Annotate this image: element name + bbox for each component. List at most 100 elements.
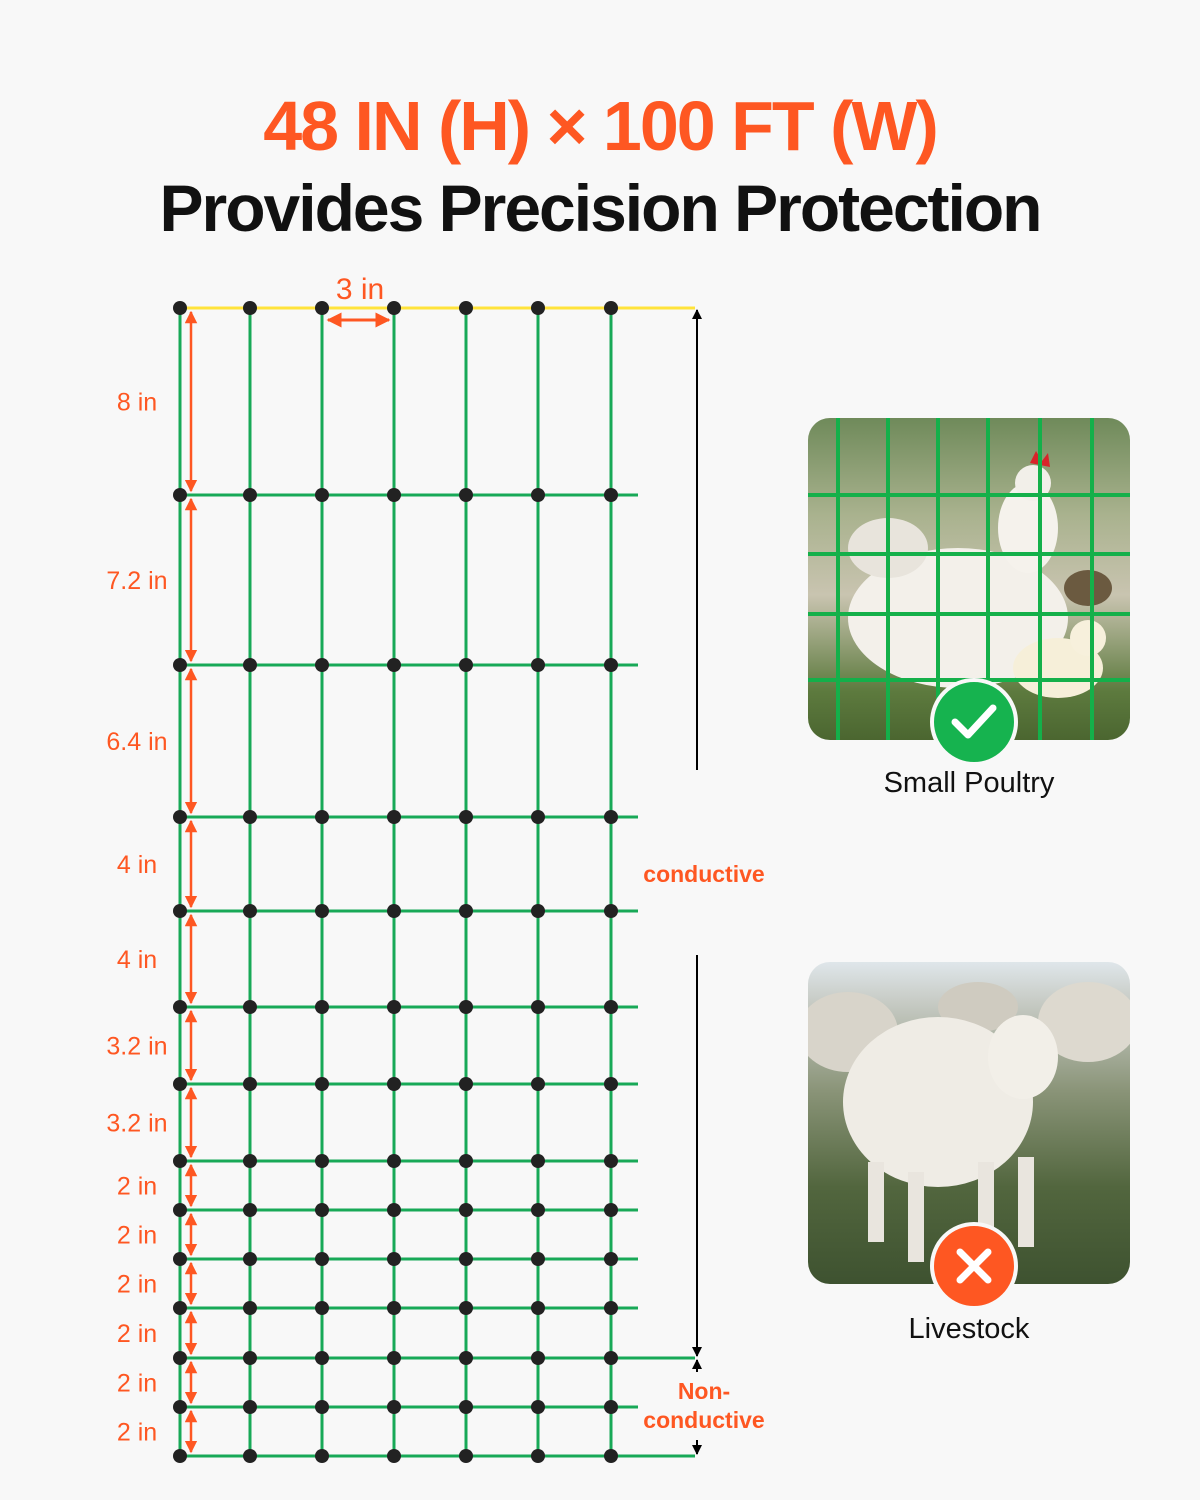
knot bbox=[173, 488, 187, 502]
knot bbox=[243, 301, 257, 315]
knot bbox=[243, 1400, 257, 1414]
knot bbox=[459, 1077, 473, 1091]
knot bbox=[604, 1400, 618, 1414]
knot bbox=[604, 1000, 618, 1014]
row-spacing-label: 3.2 in bbox=[106, 1110, 167, 1138]
knot bbox=[243, 810, 257, 824]
knot bbox=[459, 1154, 473, 1168]
knot bbox=[173, 658, 187, 672]
knot bbox=[531, 1301, 545, 1315]
knot bbox=[387, 488, 401, 502]
knot bbox=[459, 1301, 473, 1315]
knot bbox=[173, 1203, 187, 1217]
knot bbox=[387, 658, 401, 672]
row-spacing-label: 8 in bbox=[117, 389, 157, 417]
knot bbox=[531, 1000, 545, 1014]
knot bbox=[315, 1351, 329, 1365]
knot bbox=[315, 904, 329, 918]
knot bbox=[315, 301, 329, 315]
knot bbox=[243, 1449, 257, 1463]
non-conductive-label-line1: Non- bbox=[678, 1378, 730, 1404]
knot bbox=[459, 1000, 473, 1014]
knot bbox=[315, 658, 329, 672]
knot bbox=[531, 1154, 545, 1168]
knot bbox=[387, 1077, 401, 1091]
knot bbox=[531, 1400, 545, 1414]
knot bbox=[243, 1154, 257, 1168]
knot bbox=[387, 1252, 401, 1266]
knot bbox=[459, 904, 473, 918]
knot bbox=[315, 488, 329, 502]
knot bbox=[604, 301, 618, 315]
knot bbox=[387, 1449, 401, 1463]
knot bbox=[243, 904, 257, 918]
knot bbox=[387, 1203, 401, 1217]
row-spacing-label: 6.4 in bbox=[106, 728, 167, 756]
knot bbox=[531, 1203, 545, 1217]
knot bbox=[604, 1301, 618, 1315]
knot bbox=[604, 1252, 618, 1266]
row-spacing-label: 4 in bbox=[117, 946, 157, 974]
knot bbox=[243, 658, 257, 672]
knot bbox=[315, 1203, 329, 1217]
column-spacing-label: 3 in bbox=[336, 273, 384, 306]
knot bbox=[604, 810, 618, 824]
dimensions-heading: 48 IN (H) × 100 FT (W) bbox=[263, 87, 939, 165]
small-poultry-caption: Small Poultry bbox=[883, 767, 1055, 799]
knot bbox=[604, 1449, 618, 1463]
knot bbox=[459, 1203, 473, 1217]
knot bbox=[243, 1000, 257, 1014]
knot bbox=[387, 810, 401, 824]
row-spacing-label: 2 in bbox=[117, 1320, 157, 1348]
knot bbox=[459, 1449, 473, 1463]
row-spacing-label: 4 in bbox=[117, 851, 157, 879]
knot bbox=[315, 1077, 329, 1091]
knot bbox=[315, 1154, 329, 1168]
knot bbox=[387, 1351, 401, 1365]
x-icon bbox=[956, 1248, 992, 1284]
knot bbox=[243, 1252, 257, 1266]
knot bbox=[387, 1154, 401, 1168]
tagline-heading: Provides Precision Protection bbox=[159, 171, 1043, 245]
knot bbox=[173, 1400, 187, 1414]
knot bbox=[173, 1301, 187, 1315]
knot bbox=[531, 301, 545, 315]
knot bbox=[604, 1154, 618, 1168]
knot bbox=[531, 904, 545, 918]
knot bbox=[604, 1203, 618, 1217]
knot bbox=[387, 904, 401, 918]
row-spacing-label: 2 in bbox=[117, 1419, 157, 1447]
knot bbox=[531, 1449, 545, 1463]
knot bbox=[173, 1077, 187, 1091]
knot bbox=[459, 301, 473, 315]
row-spacing-label: 2 in bbox=[117, 1222, 157, 1250]
knot bbox=[173, 1154, 187, 1168]
knot bbox=[459, 810, 473, 824]
knot bbox=[531, 1077, 545, 1091]
knot bbox=[604, 488, 618, 502]
check-icon bbox=[951, 704, 997, 739]
row-spacing-label: 7.2 in bbox=[106, 567, 167, 595]
livestock-photo bbox=[808, 962, 1130, 1284]
knot bbox=[387, 1301, 401, 1315]
knot bbox=[459, 658, 473, 672]
knot bbox=[459, 1351, 473, 1365]
knot bbox=[243, 1301, 257, 1315]
knot bbox=[387, 1400, 401, 1414]
knot bbox=[531, 488, 545, 502]
row-spacing-label: 2 in bbox=[117, 1173, 157, 1201]
knot bbox=[243, 1203, 257, 1217]
knot bbox=[531, 658, 545, 672]
knot bbox=[604, 658, 618, 672]
knot bbox=[531, 1351, 545, 1365]
knot bbox=[531, 810, 545, 824]
knot bbox=[243, 488, 257, 502]
non-conductive-label-line2: conductive bbox=[643, 1407, 764, 1433]
knot bbox=[315, 810, 329, 824]
knot bbox=[173, 301, 187, 315]
knot bbox=[387, 301, 401, 315]
knot bbox=[459, 488, 473, 502]
knot bbox=[315, 1449, 329, 1463]
knot bbox=[173, 810, 187, 824]
